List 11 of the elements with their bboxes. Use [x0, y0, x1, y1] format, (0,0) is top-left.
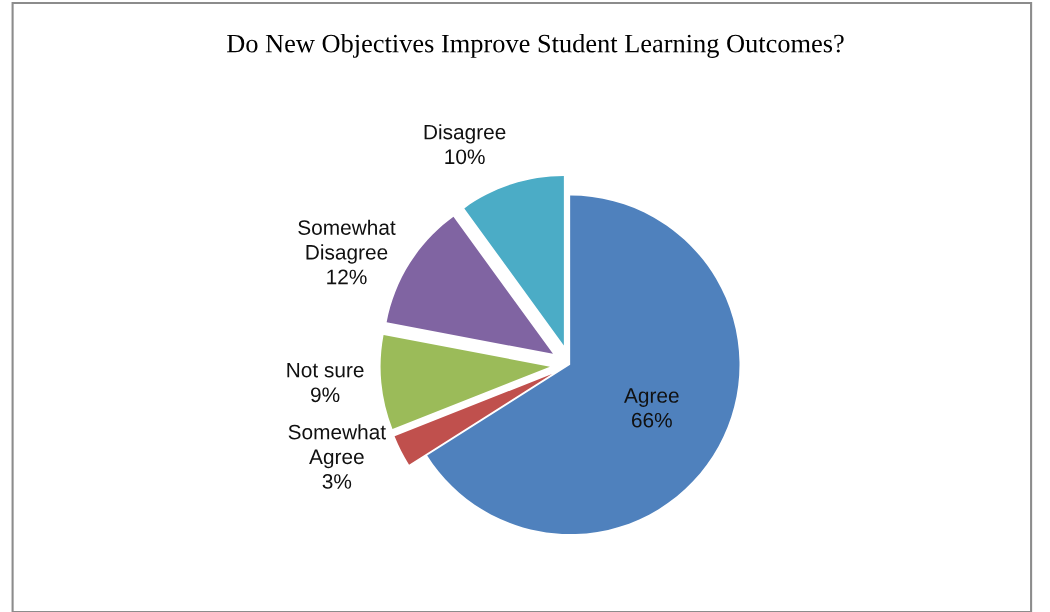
data-label: 3%: [322, 474, 352, 489]
slice-label: Somewhat Disagree: [298, 219, 396, 264]
slice-label: Somewhat Agree: [288, 424, 386, 469]
data-label: 66%: [631, 412, 672, 428]
data-label: 12%: [327, 269, 367, 285]
chart-title: Do New Objectives Improve Student Learning Outcomes?: [227, 33, 844, 58]
data-label: 10%: [445, 149, 485, 165]
data-label: 9%: [311, 387, 340, 403]
slice-label: Not sure: [287, 362, 364, 378]
slice-label: Disagree: [424, 124, 506, 144]
slice-label: Agree: [624, 388, 679, 407]
